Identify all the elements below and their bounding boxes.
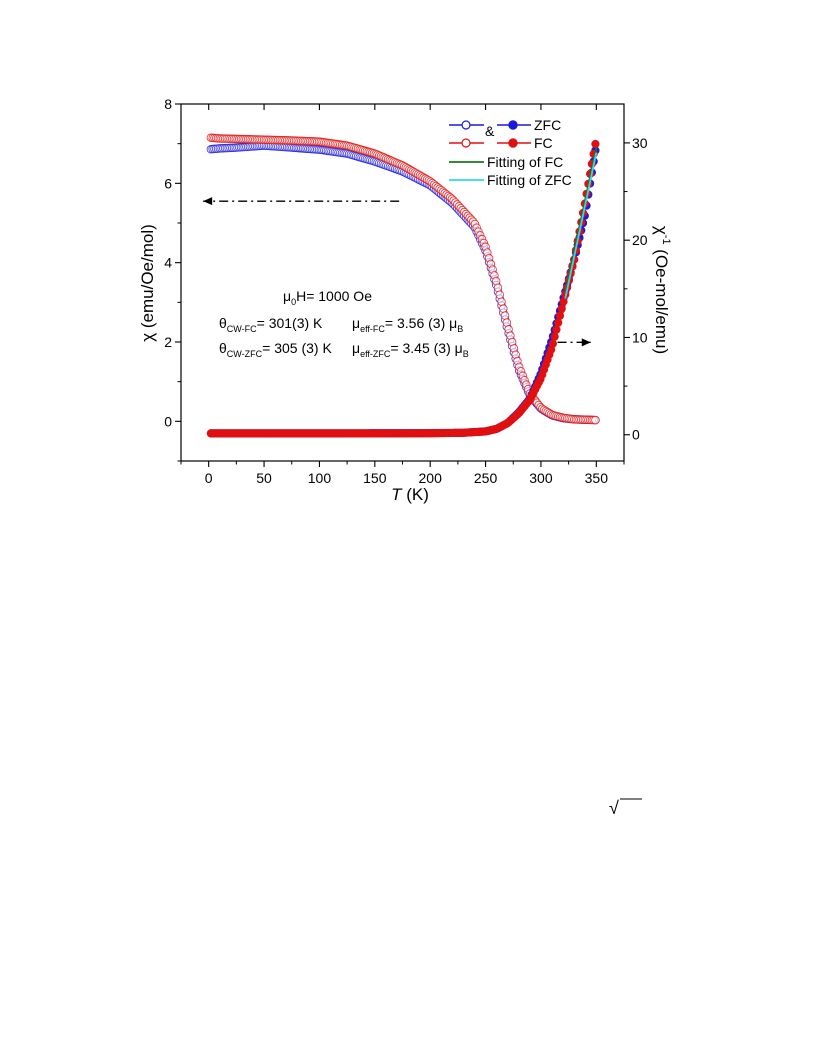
y-right-tick-label: 20 [632, 232, 648, 248]
arrow-head [203, 197, 213, 206]
data-point [554, 318, 563, 327]
series-zfc-right-filled [206, 146, 600, 438]
y-right-tick-label: 30 [632, 135, 648, 151]
data-point [499, 304, 508, 313]
annotation-mu-fc: μeff-FC= 3.56 (3) μB [352, 315, 463, 334]
series-layer [206, 133, 600, 438]
y-left-tick-label: 0 [164, 413, 172, 429]
data-point [552, 325, 561, 334]
annotation-theta-fc: θCW-FC= 301(3) K [219, 315, 323, 334]
x-tick-label: 300 [529, 470, 553, 486]
x-tick-label: 0 [205, 470, 213, 486]
y-axis-right-title: χ-1 (Oe-mol/emu) [652, 226, 672, 354]
data-point [497, 297, 506, 306]
series-fc-left-open [206, 133, 600, 425]
data-point [495, 290, 504, 299]
data-point [550, 332, 559, 341]
legend: & ZFC FC Fitting of FC Fitting of ZFC [449, 117, 572, 188]
y-axis-left-title: χ (emu/Oe/mol) [138, 224, 157, 342]
y-right-tick-label: 10 [632, 329, 648, 345]
fit-layer [564, 147, 598, 299]
annotations: μ0H= 1000 Oe θCW-FC= 301(3) K μeff-FC= 3… [219, 288, 469, 359]
x-axis: 0 50 100 150 200 250 300 350 [180, 104, 625, 486]
y-axis-left: 0 2 4 6 8 [164, 96, 181, 462]
data-point [591, 139, 600, 149]
stray-sqrt-glyph: √ [609, 798, 619, 818]
fit-line [564, 147, 598, 293]
y-left-tick-label: 6 [164, 175, 172, 191]
data-point [559, 297, 568, 306]
x-tick-label: 100 [308, 470, 332, 486]
y-left-tick-label: 4 [164, 255, 172, 271]
x-tick-label: 250 [474, 470, 498, 486]
data-point [555, 311, 565, 320]
data-point [493, 283, 503, 292]
data-point [548, 339, 557, 348]
data-point [557, 304, 566, 313]
y-axis-right: 0 10 20 30 [624, 135, 648, 443]
annotation-mu-zfc: μeff-ZFC= 3.45 (3) μB [352, 340, 469, 359]
x-axis-title: T (K) [391, 485, 429, 504]
y-right-tick-label: 0 [632, 427, 640, 443]
annotation-theta-zfc: θCW-ZFC= 305 (3) K [219, 340, 332, 359]
arrow-layer [203, 197, 591, 347]
y-left-tick-label: 2 [164, 334, 172, 350]
data-point [591, 415, 600, 425]
legend-label-zfc: ZFC [534, 117, 561, 133]
legend-zfc-markers [449, 120, 531, 130]
arrow-head [581, 338, 591, 347]
legend-fc-markers [449, 138, 531, 148]
annotation-field: μ0H= 1000 Oe [283, 288, 372, 307]
x-tick-label: 50 [256, 470, 272, 486]
x-tick-label: 150 [363, 470, 387, 486]
data-point [500, 311, 510, 320]
y-left-tick-label: 8 [164, 96, 172, 112]
legend-connector: & [485, 123, 495, 139]
legend-label-fc: FC [534, 135, 553, 151]
x-tick-label: 350 [585, 470, 609, 486]
legend-label-fit-zfc: Fitting of ZFC [487, 172, 572, 188]
stray-sqrt-mark: √ [609, 798, 642, 818]
legend-label-fit-fc: Fitting of FC [487, 154, 563, 170]
fit-line [564, 152, 598, 299]
series-fc-right-filled [206, 139, 600, 438]
x-tick-label: 200 [419, 470, 443, 486]
